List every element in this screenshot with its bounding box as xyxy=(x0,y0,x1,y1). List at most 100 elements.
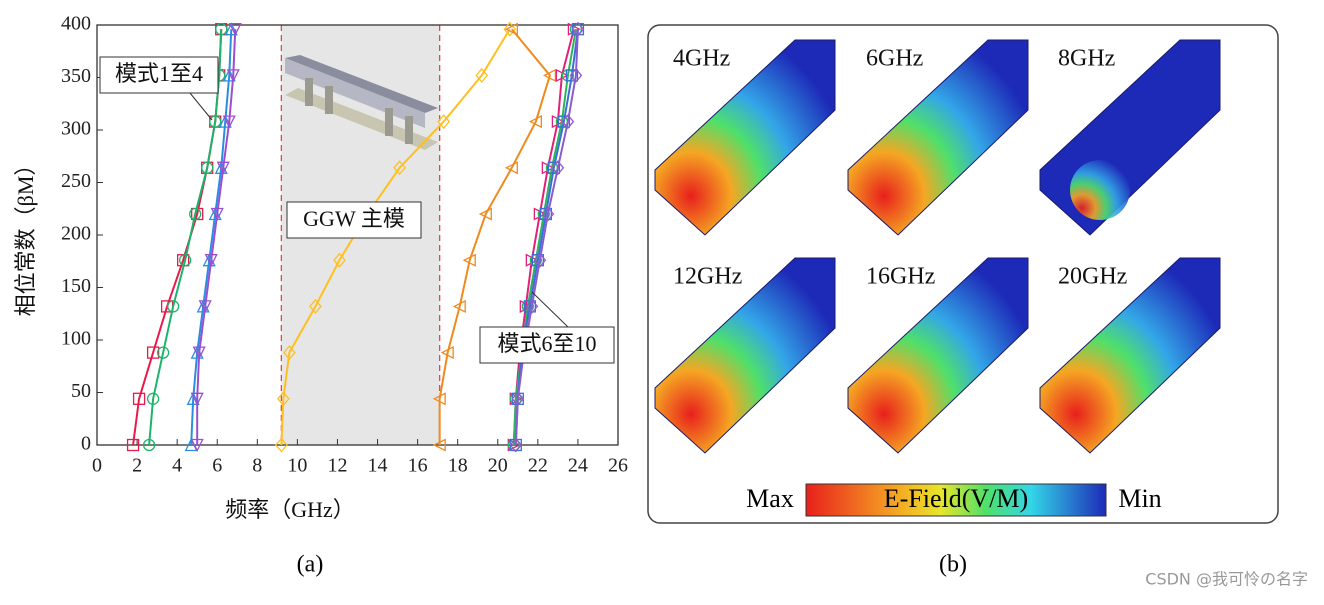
pointer xyxy=(189,92,213,121)
tile-label: 8GHz xyxy=(1058,46,1115,72)
marker xyxy=(557,115,571,128)
marker xyxy=(275,437,288,453)
inset-top xyxy=(285,55,438,113)
x-tick-label: 14 xyxy=(368,455,388,477)
y-axis-label: 相位常数（βΜ） xyxy=(13,154,38,317)
marker xyxy=(277,391,290,407)
marker xyxy=(503,21,517,37)
marker xyxy=(186,391,200,405)
field-tile xyxy=(847,39,1029,236)
inset-pin xyxy=(385,108,393,136)
series-line xyxy=(438,28,551,445)
y-tick-label: 150 xyxy=(61,275,91,297)
field-tile xyxy=(654,257,836,454)
x-tick-label: 0 xyxy=(92,455,102,477)
x-tick-label: 10 xyxy=(287,455,307,477)
field-tile xyxy=(1039,257,1221,454)
marker xyxy=(189,207,202,221)
x-tick-label: 8 xyxy=(252,455,262,477)
marker xyxy=(156,346,170,359)
marker xyxy=(561,114,575,130)
y-tick-label: 400 xyxy=(61,13,91,35)
marker xyxy=(142,438,156,452)
x-tick-label: 24 xyxy=(568,455,588,477)
x-tick-label: 22 xyxy=(528,455,548,477)
marker xyxy=(432,438,446,452)
marker xyxy=(222,115,236,129)
marker xyxy=(525,298,539,314)
marker xyxy=(126,438,140,452)
marker xyxy=(132,392,146,405)
marker xyxy=(542,68,557,82)
inset-pin xyxy=(305,78,313,106)
marker xyxy=(204,254,218,268)
marker xyxy=(222,68,236,82)
x-tick-label: 4 xyxy=(172,455,182,477)
y-tick-label: 50 xyxy=(71,380,91,402)
x-axis-label: 频率（GHz） xyxy=(225,497,355,522)
marker xyxy=(393,160,406,176)
marker xyxy=(528,115,542,129)
marker xyxy=(539,207,553,221)
legend-title: E-Field(V/M) xyxy=(884,484,1028,513)
marker xyxy=(179,254,192,267)
field-tile xyxy=(654,39,836,236)
annotation-box xyxy=(99,56,219,94)
marker xyxy=(475,67,489,83)
marker xyxy=(452,299,466,313)
x-tick-label: 12 xyxy=(327,455,347,477)
marker xyxy=(210,207,224,221)
inset-model xyxy=(285,55,438,150)
legend-max: Max xyxy=(746,484,794,513)
marker xyxy=(224,22,238,36)
tile-label: 4GHz xyxy=(673,46,730,72)
y-tick-label: 0 xyxy=(81,433,91,455)
marker xyxy=(569,67,583,83)
series-line xyxy=(196,29,237,445)
field-spot xyxy=(1070,160,1130,220)
marker xyxy=(541,206,555,222)
marker xyxy=(192,346,206,360)
annotation-box xyxy=(286,201,422,239)
marker xyxy=(519,299,533,313)
annotation-box xyxy=(479,326,615,364)
inset-pin xyxy=(405,116,413,144)
marker xyxy=(440,346,454,360)
marker xyxy=(504,161,518,175)
y-tick-label: 100 xyxy=(61,328,91,350)
tile-label: 12GHz xyxy=(673,264,742,290)
marker xyxy=(209,115,222,128)
x-tick-label: 20 xyxy=(488,455,508,477)
caption: (b) xyxy=(939,552,967,578)
y-tick-label: 350 xyxy=(61,65,91,87)
marker xyxy=(333,252,346,268)
marker xyxy=(555,68,569,82)
marker xyxy=(531,254,544,267)
marker xyxy=(523,300,536,313)
marker xyxy=(511,391,525,407)
marker xyxy=(283,345,296,361)
tile-label: 16GHz xyxy=(866,264,935,290)
panel-frame xyxy=(647,24,1279,524)
marker xyxy=(437,114,451,130)
marker xyxy=(146,346,160,359)
marker xyxy=(201,161,214,174)
annotation: 模式6至10 xyxy=(497,331,596,356)
x-tick-label: 26 xyxy=(608,455,628,477)
marker xyxy=(228,23,242,37)
marker xyxy=(218,114,232,128)
marker xyxy=(166,300,180,313)
tile-label: 20GHz xyxy=(1058,264,1127,290)
marker xyxy=(462,253,476,267)
marker xyxy=(216,161,230,175)
x-tick-label: 2 xyxy=(132,455,142,477)
caption: (a) xyxy=(297,552,324,578)
inset-pin xyxy=(325,86,333,114)
y-tick-label: 200 xyxy=(61,223,91,245)
marker xyxy=(478,207,492,221)
marker xyxy=(551,160,565,176)
series-line xyxy=(514,29,579,446)
marker xyxy=(190,392,204,406)
watermark: CSDN @我可怜の名字 xyxy=(1145,570,1308,589)
annotation: GGW 主模 xyxy=(303,206,405,231)
